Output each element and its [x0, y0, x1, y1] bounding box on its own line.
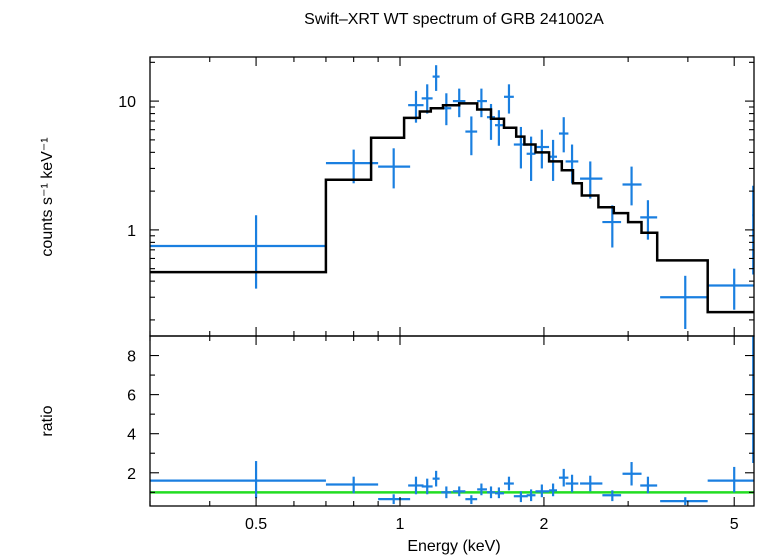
data-point [549, 483, 558, 497]
ratio-plot-area [150, 336, 754, 506]
data-point [378, 148, 411, 189]
y-tick-label: 8 [127, 349, 136, 366]
data-point [535, 484, 550, 498]
data-point [477, 88, 487, 118]
spectrum-frame [149, 56, 755, 337]
chart-title: Swift–XRT WT spectrum of GRB 241002A [304, 11, 604, 28]
data-point [565, 474, 579, 493]
data-point [441, 486, 452, 499]
ratio-panel: 2 4 6 8 0.5 1 2 5 [127, 335, 755, 533]
data-point [477, 483, 487, 496]
data-point [494, 110, 504, 146]
data-point [465, 116, 478, 156]
x-tick-label: 5 [730, 516, 739, 533]
data-point [150, 215, 326, 289]
data-point [494, 487, 504, 499]
data-point [535, 129, 550, 169]
data-point [558, 117, 569, 153]
data-point [640, 476, 658, 494]
data-point [432, 65, 440, 91]
y-tick-label: 6 [127, 388, 136, 405]
data-point [503, 84, 514, 114]
ratio-frame [149, 335, 755, 507]
data-point [602, 205, 622, 248]
data-point [325, 149, 379, 184]
data-point [432, 470, 440, 487]
data-point [465, 495, 478, 505]
data-point [150, 461, 326, 499]
y-tick-label: 10 [118, 94, 136, 111]
spectrum-y-axis-label: counts s⁻¹ keV⁻¹ [39, 137, 56, 256]
data-point [452, 486, 466, 497]
x-tick-label: 1 [396, 516, 405, 533]
model-step-line [150, 102, 754, 314]
data-point [421, 478, 433, 495]
y-tick-label: 4 [127, 427, 136, 444]
data-point [408, 476, 424, 495]
y-tick-label: 2 [127, 466, 136, 483]
data-point [580, 475, 603, 492]
data-point [558, 468, 569, 487]
data-point [526, 489, 536, 502]
spectrum-plot-area [150, 65, 754, 329]
data-point [622, 462, 642, 486]
x-tick-label: 2 [539, 516, 548, 533]
x-axis-label: Energy (keV) [407, 538, 500, 555]
data-point [707, 268, 754, 310]
data-point [660, 497, 708, 506]
data-point [486, 486, 495, 499]
data-point [602, 490, 622, 502]
y-tick-label: 1 [127, 223, 136, 240]
data-point [707, 466, 754, 493]
data-point [513, 491, 528, 503]
data-point [421, 84, 433, 114]
spectrum-panel: 1 10 [118, 56, 755, 337]
data-point [503, 476, 514, 491]
data-point [622, 166, 642, 206]
data-point [580, 161, 603, 199]
data-point [660, 275, 708, 329]
ratio-y-axis-label: ratio [39, 405, 56, 436]
data-point [378, 494, 411, 505]
x-tick-label: 0.5 [245, 516, 267, 533]
data-point [325, 476, 379, 494]
